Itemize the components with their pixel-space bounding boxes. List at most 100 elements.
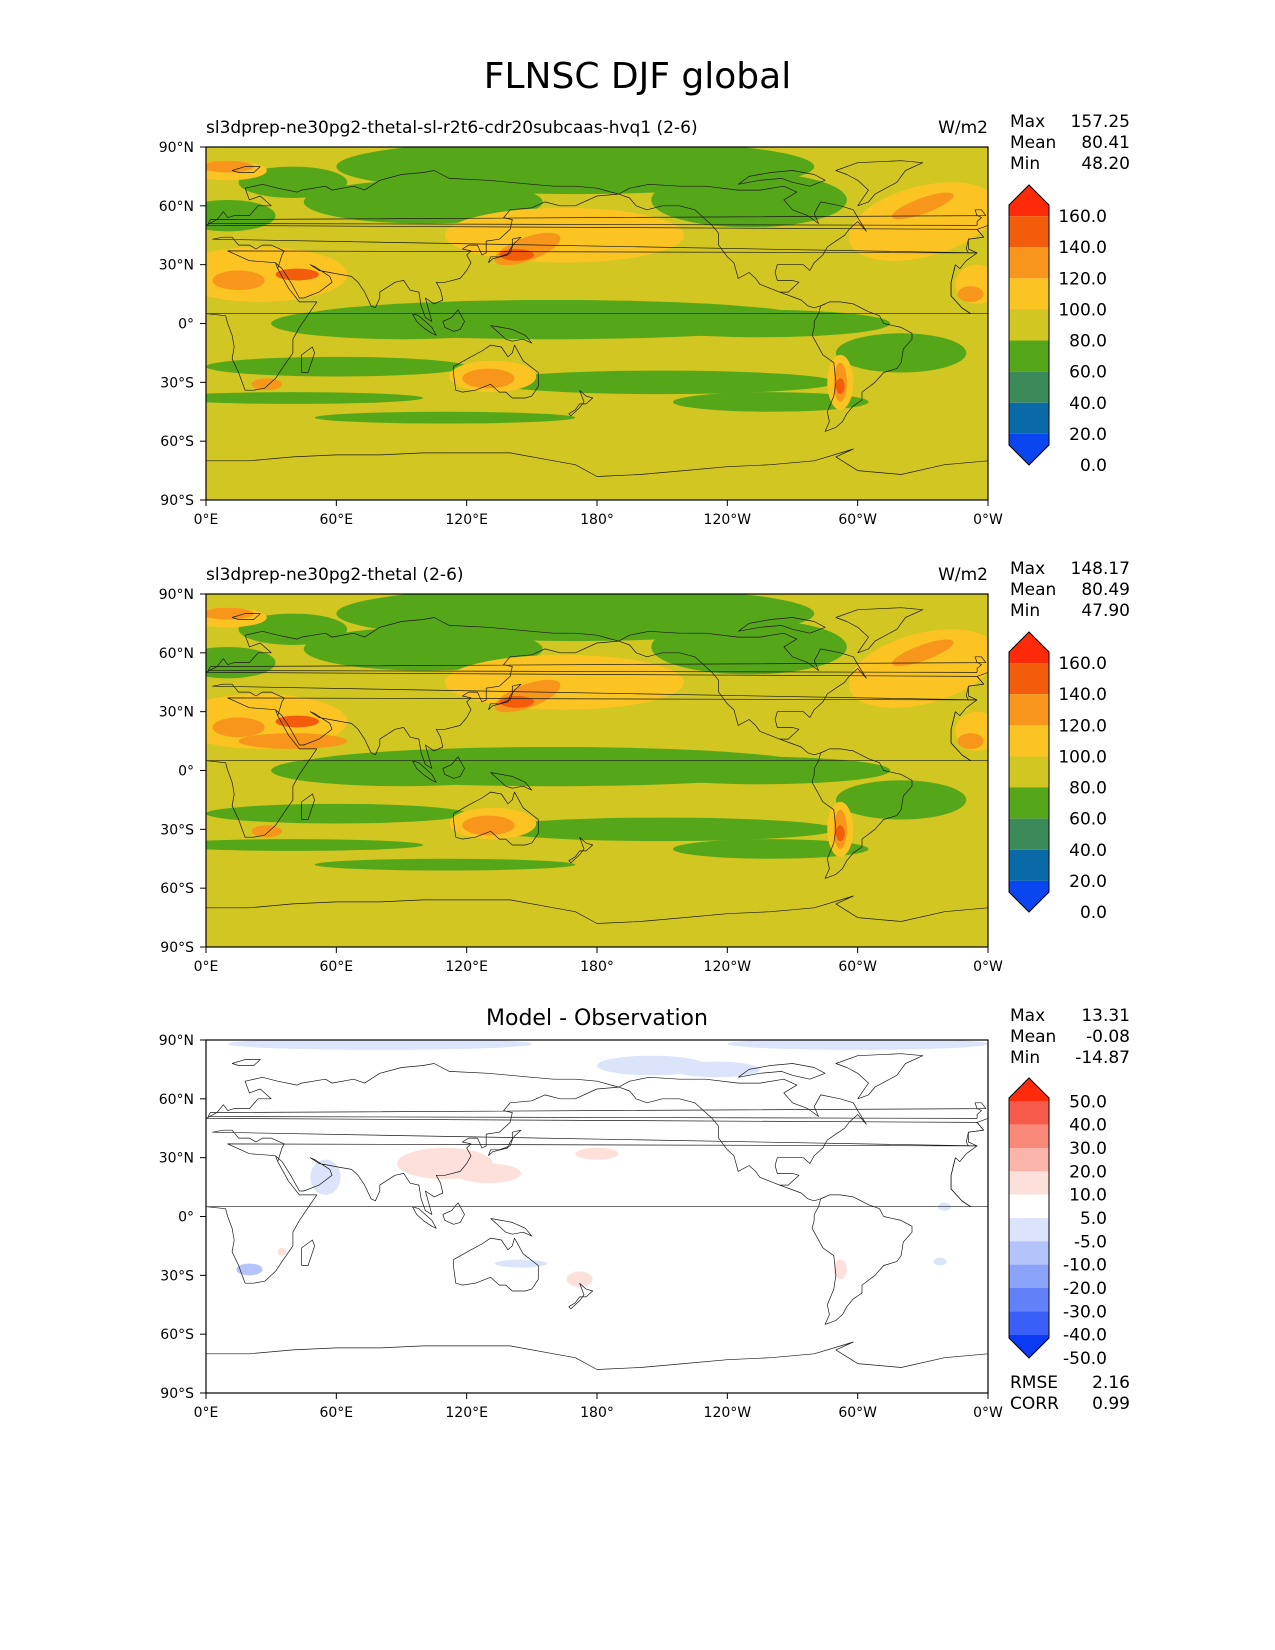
lat-tick-label: 90°S — [160, 493, 194, 509]
lat-tick-label: 0° — [178, 1210, 194, 1226]
field-patch — [206, 160, 267, 181]
lat-tick-label: 60°S — [160, 1327, 194, 1343]
colorbar-swatch — [1009, 1148, 1049, 1172]
colorbar-swatch — [1009, 278, 1049, 310]
field-patch — [833, 809, 847, 849]
field-patch — [206, 607, 254, 620]
field-background — [206, 594, 988, 947]
stat-max-label: Max — [1010, 559, 1046, 579]
colorbar-swatch — [1009, 216, 1049, 248]
stat-mean-value: 80.49 — [1081, 580, 1130, 600]
field-patch — [499, 248, 535, 261]
field-patch — [488, 817, 836, 842]
coast-uk — [207, 656, 987, 673]
field-patch — [848, 629, 988, 708]
stat-mean-label: Mean — [1010, 1027, 1057, 1047]
field-patch — [444, 654, 684, 710]
coast-south-america — [811, 301, 913, 432]
colorbar-label: 120.0 — [1058, 716, 1107, 736]
colorbar-label: 60.0 — [1069, 810, 1107, 830]
field-background — [206, 147, 988, 500]
coast-africa — [206, 250, 978, 391]
field-patch — [827, 801, 854, 857]
colorbar-label: 40.0 — [1069, 841, 1107, 861]
lat-tick-label: 90°N — [159, 587, 194, 603]
lat-tick-label: 0° — [178, 317, 194, 333]
coast-svalbard — [231, 613, 261, 620]
field-patch — [303, 627, 543, 671]
stat-max-value: 13.31 — [1081, 1006, 1130, 1026]
stat-max-label: Max — [1010, 1006, 1046, 1026]
field-patch — [833, 1259, 847, 1280]
field-patch — [271, 754, 532, 787]
rmse-value: 2.16 — [1092, 1373, 1130, 1393]
lon-tick-label: 60°E — [319, 959, 353, 975]
colorbar-label: -10.0 — [1063, 1256, 1107, 1276]
coast-sumatra — [412, 760, 437, 783]
coast-africa — [206, 697, 978, 838]
field-patch — [206, 646, 276, 679]
field-patch — [933, 1257, 947, 1266]
colorbar-swatch — [1009, 185, 1049, 217]
coast-west-africa-north — [955, 1153, 967, 1162]
colorbar-swatch — [1009, 1171, 1049, 1195]
coast-arabia-asia — [275, 640, 619, 769]
coast-greenland — [835, 160, 924, 207]
panel-1-title: sl3dprep-ne30pg2-thetal-sl-r2t6-cdr20sub… — [206, 118, 698, 138]
coast-west-africa-north — [955, 260, 967, 269]
coast-arabia-asia — [275, 1086, 619, 1215]
coast-south-america — [811, 748, 913, 879]
field-patch — [336, 147, 815, 195]
rmse-label: RMSE — [1010, 1373, 1059, 1393]
map-panel-2: 90°N 60°N 30°N 0° 30°S 60°S 90°S0°E 60°E 120°E 18… — [159, 587, 1003, 975]
coast-antarctica — [206, 895, 988, 924]
colorbar-label: 40.0 — [1069, 394, 1107, 414]
colorbar-swatch — [1009, 849, 1049, 881]
field-patch — [251, 825, 283, 838]
panel-3-stats: Max 13.31 Mean -0.08 Min -14.87 — [1010, 1006, 1130, 1072]
lon-tick-label: 60°E — [319, 1405, 353, 1421]
field-patch — [206, 694, 348, 749]
coast-svalbard — [231, 1059, 261, 1066]
lat-tick-label: 0° — [178, 764, 194, 780]
lon-tick-label: 120°W — [704, 959, 752, 975]
lon-tick-label: 60°E — [319, 512, 353, 528]
coast-canadian-islands — [737, 170, 826, 187]
colorbar-swatch — [1009, 1241, 1049, 1265]
field-patch — [575, 1147, 619, 1160]
coast-central-america — [779, 1184, 826, 1202]
colorbar-label: 60.0 — [1069, 363, 1107, 383]
field-patch — [206, 199, 276, 232]
colorbar-2: 160.0 140.0 120.0 100.0 80.0 60.0 40.0 20.0 0.0 — [1008, 631, 1107, 923]
lat-tick-label: 90°N — [159, 1033, 194, 1049]
coast-new-zealand — [568, 1282, 594, 1310]
map-panel-1: 90°N 60°N 30°N 0° 30°S 60°S 90°S0°E 60°E 120°E 18… — [159, 140, 1003, 528]
stat-min-value: 48.20 — [1081, 154, 1130, 174]
field-patch — [494, 232, 561, 266]
field-patch — [629, 309, 891, 338]
coast-eurasia-north — [206, 617, 985, 701]
colorbar-swatch — [1009, 1334, 1049, 1358]
field-patch — [271, 307, 532, 340]
colorbar-swatch — [1009, 371, 1049, 403]
field-patch — [310, 1159, 341, 1195]
panel-2-units: W/m2 — [938, 565, 988, 585]
field-patch — [314, 411, 576, 424]
coast-eurasia-north — [206, 1063, 985, 1147]
colorbar-label: -30.0 — [1063, 1302, 1107, 1322]
colorbar-label: 120.0 — [1058, 269, 1107, 289]
coast-borneo — [442, 309, 465, 332]
colorbar-outline — [1008, 1077, 1050, 1359]
field-patch — [314, 858, 576, 871]
colorbar-label: 0.0 — [1080, 456, 1107, 476]
field-patch — [462, 815, 515, 836]
colorbar-swatch — [1009, 818, 1049, 850]
colorbar-label: 160.0 — [1058, 207, 1107, 227]
field-patch — [488, 370, 836, 395]
colorbar-label: -5.0 — [1074, 1232, 1107, 1252]
coast-africa — [206, 1143, 978, 1284]
stat-mean-value: 80.41 — [1081, 133, 1130, 153]
field-patch — [206, 392, 424, 404]
colorbar-swatch — [1009, 725, 1049, 757]
coast-borneo — [442, 1202, 465, 1225]
